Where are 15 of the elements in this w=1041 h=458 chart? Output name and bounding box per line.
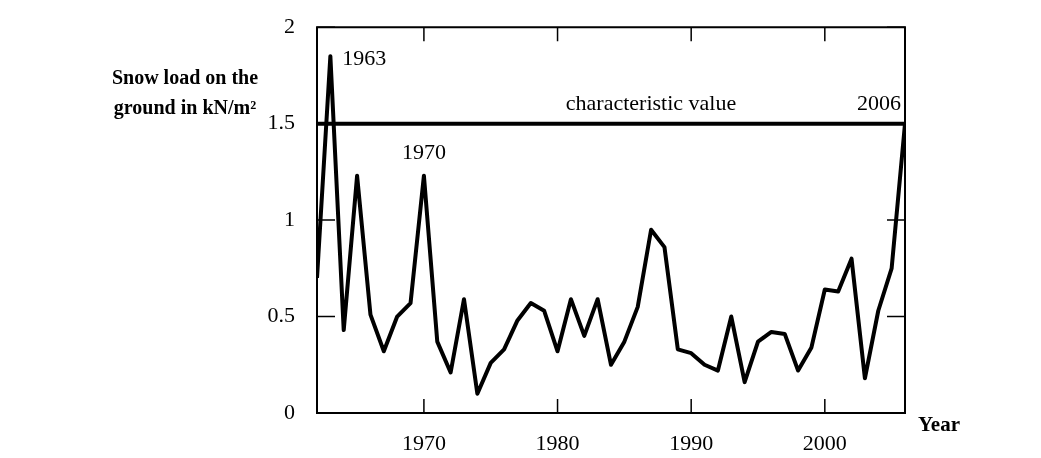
annotation: 2006 bbox=[857, 90, 901, 116]
y-tick-label: 2 bbox=[284, 12, 295, 38]
y-tick-label: 1.5 bbox=[267, 109, 295, 135]
x-tick-label: 1980 bbox=[535, 429, 580, 455]
x-tick-label: 1970 bbox=[401, 429, 446, 455]
y-tick-label: 0 bbox=[284, 398, 295, 424]
y-axis-title: Snow load on the ground in kN/m² bbox=[111, 66, 259, 118]
ref-line-label: characteristic value bbox=[565, 90, 737, 116]
y-tick-label: 0.5 bbox=[267, 302, 295, 328]
annotation: 1963 bbox=[342, 44, 387, 70]
y-tick-label: 1 bbox=[284, 205, 295, 231]
x-axis-title: Year bbox=[918, 412, 960, 437]
annotation: 1970 bbox=[401, 138, 446, 164]
x-tick-label: 2000 bbox=[802, 429, 847, 455]
x-tick-label: 1990 bbox=[669, 429, 714, 455]
